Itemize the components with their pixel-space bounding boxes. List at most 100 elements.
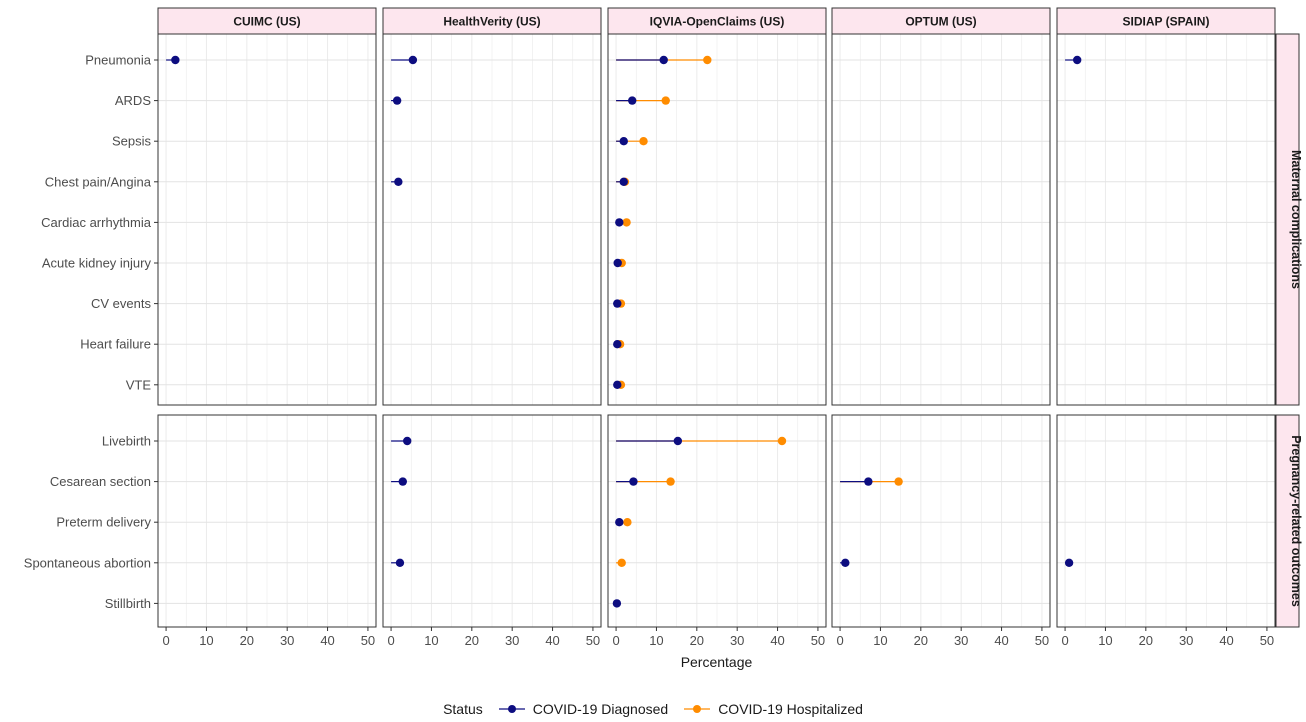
x-tick-label: 40 (994, 633, 1008, 648)
data-row-iqvia-openclaims-us-acute-kidney-injury (613, 258, 626, 268)
x-tick-label: 30 (1179, 633, 1193, 648)
facet-strip-pregnancy-related-outcomes: Pregnancy-related outcomes (1275, 414, 1303, 628)
data-row-sidiap-spain-spontaneous-abortion (1064, 558, 1074, 567)
x-tick-label: 0 (1061, 633, 1068, 648)
point-hospitalized (777, 436, 787, 446)
y-tick-label-spontaneous-abortion: Spontaneous abortion (24, 555, 151, 570)
facet-strip-sidiap-spain: SIDIAP (SPAIN) (1056, 7, 1276, 35)
x-tick-label: 30 (280, 633, 294, 648)
point-hospitalized (661, 96, 670, 105)
data-row-iqvia-openclaims-us-cardiac-arrhythmia (615, 218, 631, 227)
panel-iqvia-openclaims-us-pregnancy-related-outcomes (607, 414, 827, 628)
panel-healthverity-us-maternal-complications (382, 33, 602, 406)
facet-strip-bg (157, 7, 377, 35)
point-diagnosed (394, 177, 403, 186)
legend-title: Status (443, 701, 483, 717)
data-row-iqvia-openclaims-us-cv-events (613, 299, 626, 308)
x-tick-label: 10 (199, 633, 213, 648)
facet-strip-label: Maternal complications (1289, 150, 1303, 289)
panel-border (382, 33, 602, 406)
x-tick-label: 50 (586, 633, 600, 648)
data-row-cuimc-us-pneumonia (166, 55, 180, 65)
x-tick-label: 40 (320, 633, 334, 648)
point-hospitalized (703, 55, 712, 65)
facet-strip-bg (1275, 414, 1300, 628)
point-hospitalized (623, 518, 632, 527)
x-tick-label: 10 (1098, 633, 1112, 648)
x-tick-label: 10 (424, 633, 438, 648)
legend-item-hospitalized: COVID-19 Hospitalized (682, 701, 863, 717)
data-row-healthverity-us-chest-pain-angina (391, 177, 403, 186)
data-row-healthverity-us-pneumonia (391, 55, 418, 65)
x-tick-label: 40 (545, 633, 559, 648)
y-tick-label-sepsis: Sepsis (112, 134, 152, 149)
point-diagnosed (395, 558, 405, 567)
data-row-iqvia-openclaims-us-vte (613, 380, 626, 389)
legend-key-hospitalized (684, 705, 711, 713)
y-tick-label-vte: VTE (126, 377, 152, 392)
point-diagnosed (392, 96, 402, 105)
panel-border (1056, 33, 1276, 406)
panel-border (607, 414, 827, 628)
y-tick-label-pneumonia: Pneumonia (85, 53, 152, 68)
panel-sidiap-spain-pregnancy-related-outcomes (1056, 414, 1276, 628)
facet-strip-optum-us: OPTUM (US) (831, 7, 1051, 35)
point-hospitalized (622, 218, 631, 227)
data-row-iqvia-openclaims-us-cesarean-section (616, 477, 675, 486)
point-diagnosed (628, 96, 637, 105)
facet-strip-maternal-complications: Maternal complications (1275, 33, 1303, 406)
y-tick-label-preterm-delivery: Preterm delivery (56, 515, 151, 530)
x-tick-label: 0 (162, 633, 169, 648)
panel-border (1056, 414, 1276, 628)
panel-cuimc-us-maternal-complications (157, 33, 377, 406)
point-diagnosed (659, 55, 668, 65)
facet-strip-bg (831, 7, 1051, 35)
x-tick-label: 0 (387, 633, 394, 648)
facet-strip-label: HealthVerity (US) (443, 15, 540, 29)
legend-item-diagnosed: COVID-19 Diagnosed (497, 701, 668, 717)
x-tick-label: 10 (873, 633, 887, 648)
legend: Status COVID-19 Diagnosed COVID-19 Hospi… (0, 698, 1306, 720)
data-row-iqvia-openclaims-us-pneumonia (616, 55, 712, 65)
data-row-iqvia-openclaims-us-preterm-delivery (615, 518, 632, 527)
facet-strip-iqvia-openclaims-us: IQVIA-OpenClaims (US) (607, 7, 827, 35)
data-row-iqvia-openclaims-us-spontaneous-abortion (616, 558, 626, 567)
data-row-optum-us-cesarean-section (840, 477, 903, 486)
x-axis-label: Percentage (681, 654, 753, 670)
point-diagnosed (619, 137, 628, 146)
point-diagnosed (612, 599, 622, 608)
facet-strip-label: OPTUM (US) (905, 15, 976, 29)
point-diagnosed (613, 340, 622, 349)
x-tick-label: 30 (730, 633, 744, 648)
legend-label-hospitalized: COVID-19 Hospitalized (718, 701, 863, 717)
y-tick-label-cardiac-arrhythmia: Cardiac arrhythmia (41, 215, 152, 230)
x-tick-label: 20 (914, 633, 928, 648)
data-row-healthverity-us-livebirth (391, 436, 412, 446)
facet-strip-bg (382, 7, 602, 35)
facet-strip-bg (607, 7, 827, 35)
point-diagnosed (615, 518, 624, 527)
point-diagnosed (1072, 55, 1082, 65)
point-diagnosed (619, 177, 628, 186)
data-row-optum-us-spontaneous-abortion (840, 558, 850, 567)
x-tick-label: 20 (690, 633, 704, 648)
y-tick-label-heart-failure: Heart failure (80, 337, 151, 352)
x-tick-label: 20 (465, 633, 479, 648)
panel-healthverity-us-pregnancy-related-outcomes (382, 414, 602, 628)
facet-strip-label: IQVIA-OpenClaims (US) (650, 15, 785, 29)
point-diagnosed (613, 380, 622, 389)
x-tick-label: 50 (811, 633, 825, 648)
point-diagnosed (398, 477, 407, 486)
point-hospitalized (666, 477, 675, 486)
data-row-iqvia-openclaims-us-sepsis (616, 137, 648, 146)
point-diagnosed (864, 477, 873, 486)
x-tick-label: 50 (1035, 633, 1049, 648)
data-row-iqvia-openclaims-us-livebirth (616, 436, 787, 446)
panel-border (831, 414, 1051, 628)
facet-strip-label: Pregnancy-related outcomes (1289, 435, 1303, 607)
y-tick-label-livebirth: Livebirth (102, 434, 151, 449)
point-diagnosed (613, 258, 622, 268)
point-diagnosed (1064, 558, 1074, 567)
data-row-healthverity-us-spontaneous-abortion (391, 558, 405, 567)
